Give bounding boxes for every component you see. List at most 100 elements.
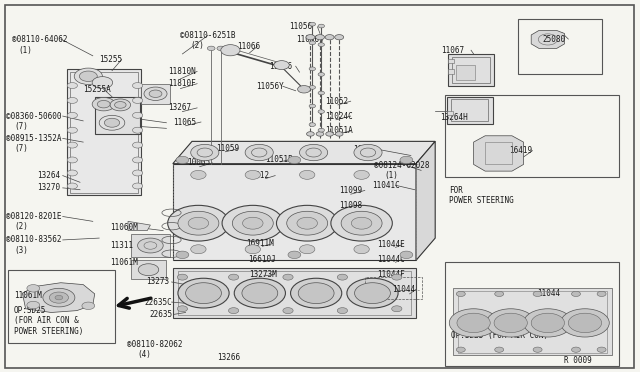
Bar [445, 95, 619, 177]
Circle shape [392, 274, 402, 280]
Text: (FOR AIR CON &: (FOR AIR CON & [14, 316, 79, 325]
Circle shape [67, 83, 77, 89]
Text: 11051B: 11051B [266, 155, 293, 164]
Bar [456, 65, 475, 80]
Text: 11051A: 11051A [325, 126, 353, 135]
Bar [448, 54, 494, 86]
Circle shape [309, 67, 316, 71]
Text: (2): (2) [191, 41, 205, 50]
Text: 11311: 11311 [110, 241, 133, 250]
Bar [447, 111, 453, 115]
Circle shape [276, 205, 338, 241]
Circle shape [67, 157, 77, 163]
Circle shape [400, 251, 413, 259]
Circle shape [456, 347, 465, 352]
Text: 10006: 10006 [353, 145, 376, 154]
Circle shape [242, 283, 278, 304]
Circle shape [132, 83, 143, 89]
Text: 11024C: 11024C [325, 112, 353, 121]
Circle shape [67, 112, 77, 118]
Text: 13273: 13273 [146, 278, 169, 286]
Text: 15255: 15255 [99, 55, 122, 64]
Text: ©08110-6251B: ©08110-6251B [180, 31, 236, 40]
Text: 11044E: 11044E [378, 240, 405, 249]
Text: 13264H: 13264H [440, 113, 468, 122]
Circle shape [191, 245, 206, 254]
Circle shape [132, 127, 143, 133]
Text: 11098: 11098 [339, 201, 362, 210]
Circle shape [456, 291, 465, 296]
Bar [141, 84, 170, 104]
Bar [451, 99, 488, 121]
Circle shape [298, 283, 334, 304]
Text: R 0009: R 0009 [564, 356, 592, 365]
Circle shape [300, 144, 328, 161]
Circle shape [67, 97, 77, 103]
Circle shape [287, 211, 328, 235]
Circle shape [354, 144, 382, 161]
Text: 22635C: 22635C [145, 298, 172, 307]
Polygon shape [474, 136, 524, 171]
Circle shape [325, 35, 334, 40]
Circle shape [67, 142, 77, 148]
Circle shape [67, 127, 77, 133]
Circle shape [533, 347, 542, 352]
Bar [448, 69, 454, 74]
Text: 13264: 13264 [37, 171, 60, 180]
Circle shape [572, 347, 580, 352]
Text: 11061M: 11061M [110, 258, 138, 267]
Circle shape [309, 86, 316, 89]
Circle shape [309, 22, 316, 26]
Circle shape [191, 170, 206, 179]
Circle shape [561, 309, 609, 337]
Circle shape [318, 91, 324, 95]
Circle shape [531, 313, 564, 333]
Text: FOR: FOR [449, 186, 463, 195]
Circle shape [186, 283, 221, 304]
Text: 11056: 11056 [289, 22, 312, 31]
Text: 11041: 11041 [358, 219, 381, 228]
Text: 11044: 11044 [392, 285, 415, 294]
Text: 11065: 11065 [173, 118, 196, 126]
Text: 15255A: 15255A [83, 85, 111, 94]
Bar [448, 59, 454, 63]
Text: 11044F: 11044F [378, 270, 405, 279]
Text: 11044C: 11044C [378, 255, 405, 264]
Circle shape [67, 183, 77, 189]
Circle shape [318, 73, 324, 76]
Circle shape [177, 306, 188, 312]
Text: 13267: 13267 [168, 103, 191, 112]
Polygon shape [173, 164, 416, 260]
Circle shape [132, 112, 143, 118]
Circle shape [568, 313, 602, 333]
Circle shape [486, 309, 535, 337]
Text: ®08915-1352A: ®08915-1352A [6, 134, 62, 143]
Text: ®08110-83562: ®08110-83562 [6, 235, 62, 244]
Circle shape [392, 306, 402, 312]
Circle shape [132, 142, 143, 148]
Circle shape [245, 144, 273, 161]
Bar [445, 262, 619, 366]
Text: OP:SD25: OP:SD25 [14, 306, 47, 315]
Circle shape [217, 46, 225, 51]
Bar [485, 142, 512, 164]
Bar [365, 277, 422, 299]
Circle shape [337, 274, 348, 280]
Circle shape [309, 104, 316, 108]
Bar [173, 268, 416, 318]
Circle shape [335, 132, 343, 136]
Text: ®08120-8201E: ®08120-8201E [6, 212, 62, 221]
Polygon shape [416, 141, 435, 260]
Text: 22635: 22635 [150, 310, 173, 319]
Circle shape [27, 285, 40, 292]
Circle shape [92, 97, 115, 111]
Text: 11041C: 11041C [372, 181, 400, 190]
Circle shape [176, 156, 189, 164]
Bar [447, 97, 493, 124]
Circle shape [232, 211, 273, 235]
Text: (7): (7) [14, 122, 28, 131]
Circle shape [149, 90, 162, 97]
Circle shape [115, 102, 126, 108]
Text: 11810F: 11810F [168, 79, 195, 88]
Text: (2): (2) [14, 222, 28, 231]
